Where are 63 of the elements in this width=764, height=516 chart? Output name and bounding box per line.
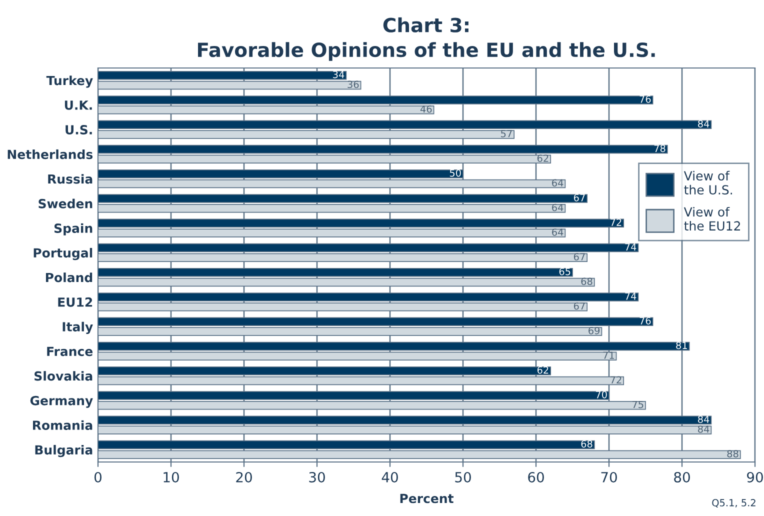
data-label: 36 [348, 80, 359, 88]
data-label: 67 [574, 302, 585, 310]
data-label: 84 [698, 120, 710, 128]
y-tick-label: Russia [48, 174, 92, 184]
x-tick-label: 80 [674, 472, 690, 482]
x-tick-label: 20 [236, 472, 252, 482]
y-tick-label: France [47, 346, 93, 356]
y-tick-label: Bulgaria [35, 444, 92, 458]
data-label: 46 [420, 105, 432, 113]
y-tick-label: Spain [54, 223, 92, 236]
legend-label: View of the U.S. [684, 170, 732, 195]
x-tick-label: 70 [601, 472, 617, 482]
y-tick-label: U.S. [66, 125, 92, 134]
data-label: 62 [537, 154, 548, 162]
x-tick-label: 90 [747, 472, 763, 482]
legend-label: View of the EU12 [684, 206, 740, 231]
data-label: 65 [559, 268, 570, 276]
x-tick-label: 10 [164, 472, 179, 482]
data-label: 78 [654, 144, 666, 152]
x-tick-label: 60 [528, 472, 544, 482]
data-label: 67 [574, 253, 585, 260]
data-label: 88 [727, 450, 738, 458]
data-label: 50 [450, 169, 461, 177]
data-label: 57 [501, 130, 512, 138]
x-tick-label: 50 [455, 472, 471, 482]
y-tick-label: Portugal [34, 248, 92, 260]
x-tick-label: 0 [94, 472, 102, 482]
x-tick-label: 30 [309, 472, 325, 482]
data-label: 69 [588, 326, 600, 334]
y-tick-label: Italy [62, 322, 93, 334]
data-label: 72 [610, 376, 622, 384]
data-label: 81 [676, 342, 687, 350]
data-label: 64 [552, 228, 564, 236]
data-label: 75 [632, 400, 644, 408]
data-label: 74 [625, 292, 636, 300]
data-label: 74 [625, 243, 636, 250]
data-label: 70 [596, 390, 607, 398]
y-tick-label: EU12 [58, 297, 92, 307]
x-axis-title: Percent [400, 494, 454, 504]
data-label: 72 [610, 218, 622, 226]
data-label: 64 [552, 204, 564, 212]
y-tick-label: Netherlands [8, 149, 93, 160]
data-label: 76 [640, 95, 651, 103]
y-tick-label: Germany [30, 396, 93, 408]
data-label: 68 [581, 278, 592, 286]
y-tick-label: Slovakia [34, 371, 92, 381]
y-tick-label: U.K. [64, 100, 92, 110]
data-label: 67 [574, 194, 585, 202]
data-label: 76 [640, 317, 651, 324]
data-label: 84 [698, 425, 710, 433]
y-tick-label: Romania [32, 420, 92, 430]
y-tick-label: Sweden [38, 198, 92, 208]
data-label: 68 [581, 440, 592, 448]
text: Q5.1, 5.2 [712, 499, 756, 508]
data-label: 64 [552, 179, 564, 187]
chart-title: Chart 3: Favorable Opinions of the EU and the U.S. [198, 17, 655, 61]
data-label: 84 [698, 416, 710, 423]
data-label: 71 [603, 352, 614, 359]
data-label: 62 [537, 366, 548, 374]
y-tick-label: Poland [46, 272, 92, 282]
y-tick-label: Turkey [46, 76, 93, 88]
x-tick-label: 40 [382, 472, 398, 482]
data-label: 34 [333, 70, 344, 78]
